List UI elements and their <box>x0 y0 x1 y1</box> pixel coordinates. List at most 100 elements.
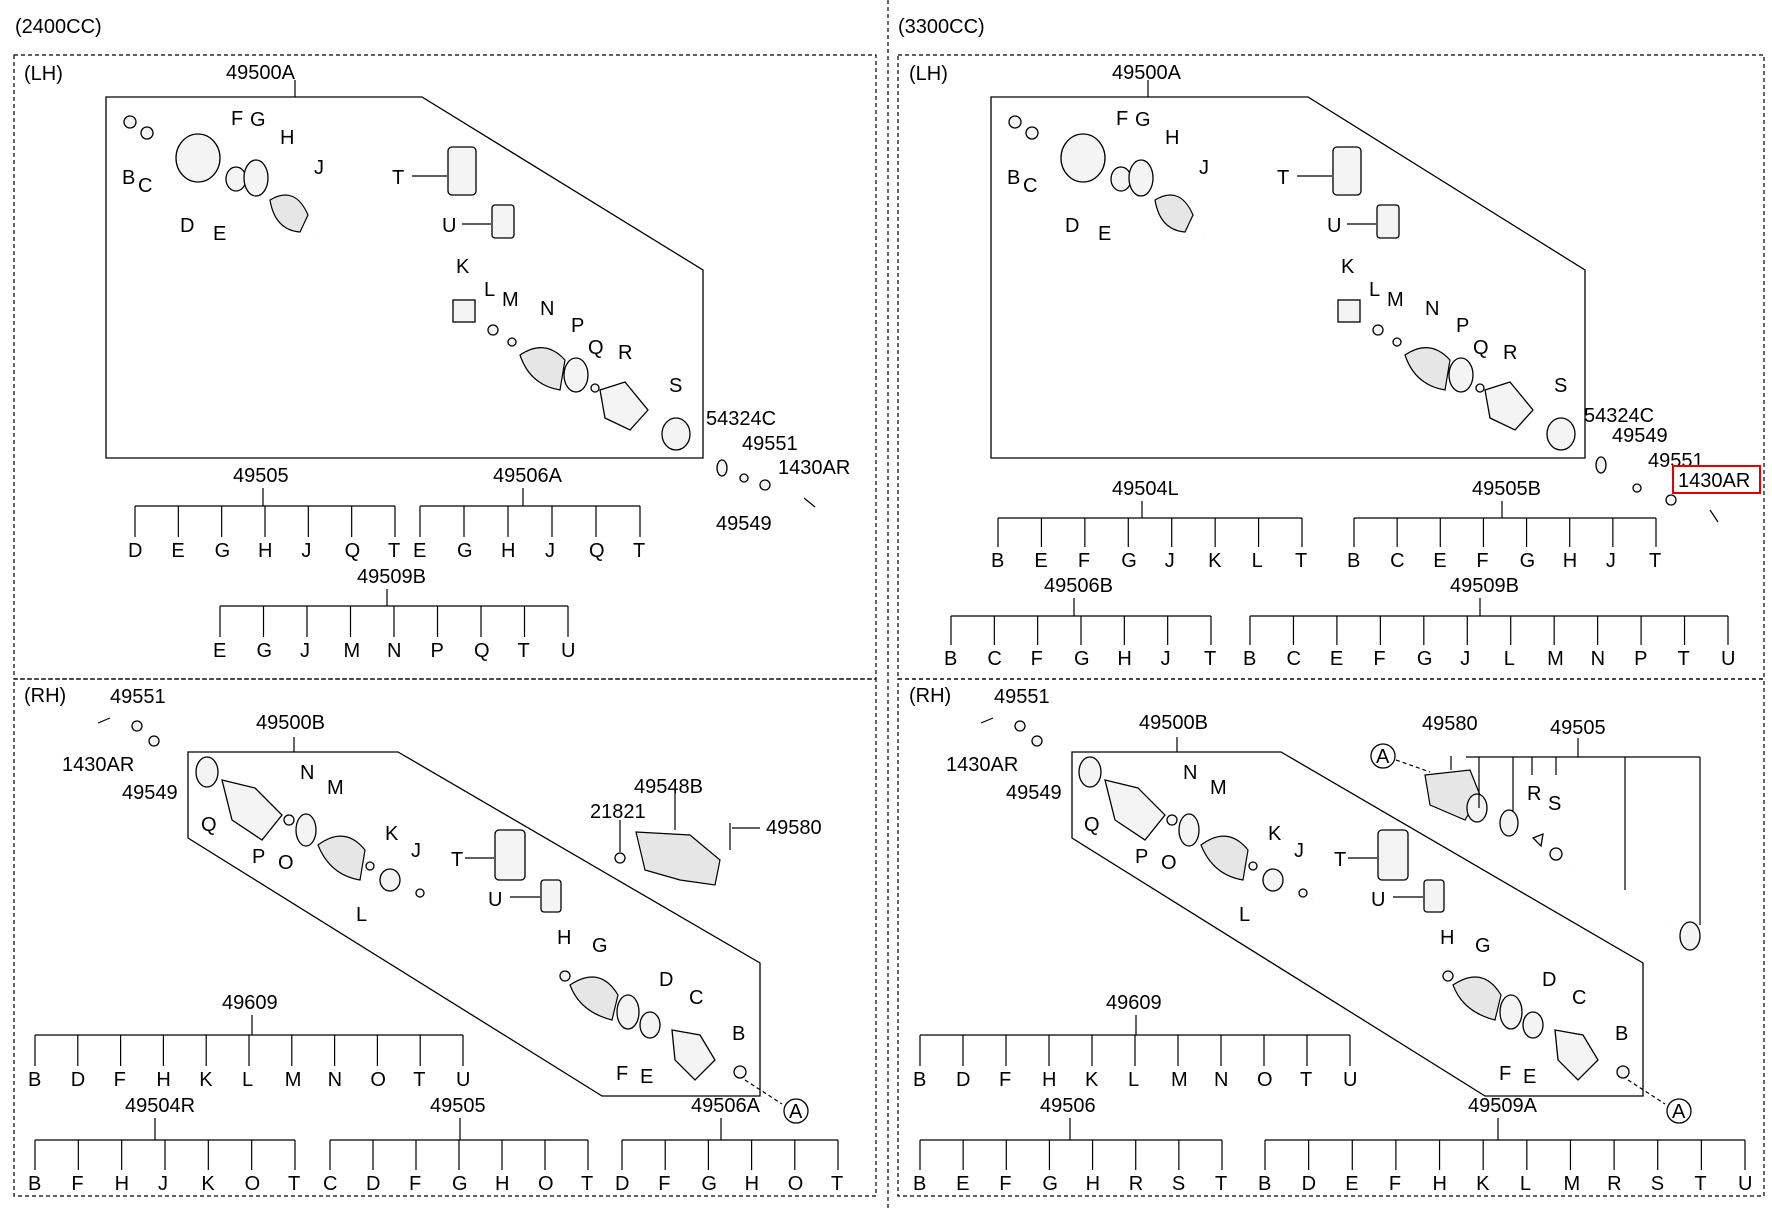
kit-letter: Q <box>474 640 490 662</box>
kit-letter: M <box>1171 1069 1188 1091</box>
kit-letter: B <box>28 1069 41 1091</box>
kit-letter: F <box>999 1069 1011 1091</box>
svg-text:D: D <box>1542 969 1556 991</box>
kit-tree: 49505B B C E F G H J T <box>1347 478 1661 572</box>
kit-letter: M <box>285 1069 302 1091</box>
kit-letter: C <box>1286 648 1300 670</box>
svg-text:E: E <box>213 223 226 245</box>
boot <box>317 835 366 881</box>
kit-letter: J <box>300 640 310 662</box>
part-number: 49505 <box>1550 717 1606 739</box>
svg-text:S: S <box>1554 375 1567 397</box>
svg-text:K: K <box>1268 823 1282 845</box>
inner-joint <box>599 381 649 431</box>
kit-letter: S <box>1651 1173 1664 1195</box>
kit-letter: P <box>1634 648 1647 670</box>
svg-text:Q: Q <box>588 337 604 359</box>
kit-letter: B <box>991 550 1004 572</box>
panel-2400-lh <box>13 54 877 680</box>
kit-letter: H <box>1042 1069 1056 1091</box>
kit-letter: U <box>456 1069 470 1091</box>
svg-text:J: J <box>314 157 324 179</box>
kit-letter: D <box>615 1173 629 1195</box>
boot <box>1154 194 1194 233</box>
kit-letter: T <box>1300 1069 1312 1091</box>
kit-tree: 49504L B E F G J K L T <box>991 478 1307 572</box>
kit-letter: H <box>1563 550 1577 572</box>
kit-tree: 49509B E G J M N P Q T U <box>213 566 575 662</box>
kit-letter: J <box>1606 550 1616 572</box>
part-number: 49549 <box>122 782 178 804</box>
kit-letter: T <box>413 1069 425 1091</box>
kit-tree: 49505 D E G H J Q T <box>128 465 400 562</box>
kit-code: 49504L <box>1112 478 1179 500</box>
kit-letter: G <box>1417 648 1433 670</box>
kit-letter: H <box>156 1069 170 1091</box>
svg-text:K: K <box>456 256 470 278</box>
svg-text:K: K <box>1341 256 1355 278</box>
kit-letter: K <box>1085 1069 1099 1091</box>
svg-text:L: L <box>484 279 495 301</box>
ref-circle <box>783 1098 809 1124</box>
kit-letter: E <box>1034 550 1047 572</box>
kit-code: 49609 <box>1106 992 1162 1014</box>
svg-text:L: L <box>1239 904 1250 926</box>
kit-code: 49509B <box>1450 575 1519 597</box>
side-label-rh: (RH) <box>909 685 951 707</box>
kit-tree: 49509A B D E F H K L M R S T U <box>1258 1095 1752 1195</box>
svg-text:G: G <box>1135 109 1151 131</box>
svg-text:F: F <box>1116 108 1128 130</box>
kit-letter: L <box>1252 550 1263 572</box>
kit-letter: S <box>1172 1173 1185 1195</box>
svg-text:R: R <box>1527 783 1541 805</box>
svg-text:C: C <box>138 175 152 197</box>
housing <box>452 299 476 323</box>
part-number: 49551 <box>110 686 166 708</box>
kit-letter: O <box>370 1069 386 1091</box>
kit-letter: G <box>701 1173 717 1195</box>
kit-letter: Q <box>345 540 361 562</box>
grease-tube-u <box>1376 204 1400 239</box>
part-number: 54324C <box>1584 405 1654 427</box>
svg-text:B: B <box>1007 167 1020 189</box>
kit-letter: B <box>944 648 957 670</box>
kit-letter: F <box>71 1173 83 1195</box>
engine-label-2400: (2400CC) <box>15 16 102 38</box>
inner-boot <box>569 976 619 1021</box>
kit-letter: B <box>1347 550 1360 572</box>
kit-letter: N <box>1591 648 1605 670</box>
kit-letter: B <box>913 1069 926 1091</box>
svg-text:F: F <box>1499 1063 1511 1085</box>
svg-text:T: T <box>451 849 463 871</box>
svg-text:Q: Q <box>1473 337 1489 359</box>
kit-tree: 49504R B F H J K O T <box>28 1095 300 1195</box>
part-number: 49551 <box>994 686 1050 708</box>
grease-tube-u <box>1423 879 1445 913</box>
kit-letter: E <box>1433 550 1446 572</box>
part-number: 49549 <box>1612 425 1668 447</box>
part-number-highlighted[interactable]: 1430AR <box>1678 470 1750 492</box>
kit-letter: O <box>245 1173 261 1195</box>
kit-letter: E <box>1330 648 1343 670</box>
part-number: 1430AR <box>946 754 1018 776</box>
svg-text:D: D <box>1065 215 1079 237</box>
ref-letter: A <box>1376 746 1390 768</box>
kit-letter: L <box>1520 1173 1531 1195</box>
kit-letter: O <box>538 1173 554 1195</box>
kit-letter: N <box>387 640 401 662</box>
kit-letter: D <box>956 1069 970 1091</box>
svg-text:B: B <box>732 1023 745 1045</box>
kit-letter: G <box>452 1173 468 1195</box>
kit-letter: T <box>581 1173 593 1195</box>
svg-text:B: B <box>1615 1023 1628 1045</box>
kit-letter: F <box>658 1173 670 1195</box>
kit-tree: 49505 C D F G H O T <box>323 1095 593 1195</box>
kit-letter: H <box>1086 1173 1100 1195</box>
svg-text:M: M <box>1387 289 1404 311</box>
kit-letter: D <box>1302 1173 1316 1195</box>
inner-boot <box>1404 347 1451 391</box>
circlip <box>123 115 137 129</box>
